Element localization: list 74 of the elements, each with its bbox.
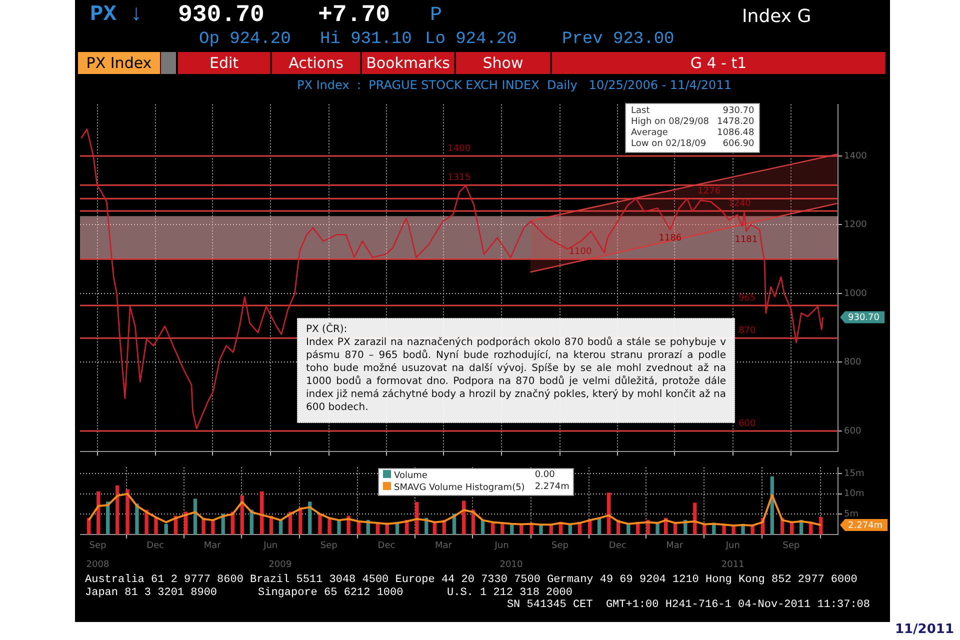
x-tick-label: Sep [89, 541, 106, 552]
ref-line-label: 1276 [698, 186, 721, 196]
text: Singapore 65 6212 1000 [258, 587, 404, 599]
x2-tick-label: 2008 [86, 560, 110, 570]
annotation: 1478.20 [717, 117, 754, 128]
y-tick-label: 1200 [844, 220, 868, 230]
y-tick-label: 1400 [844, 151, 868, 162]
text: Show [456, 52, 551, 74]
x-tick-label: Jun [262, 541, 278, 552]
annotation: Last [631, 106, 651, 117]
y-tick-label: 10m [844, 489, 864, 500]
annotation: 1186 [658, 233, 682, 244]
text: 2.274m [848, 520, 883, 531]
text: P [430, 4, 442, 27]
text: 11/2011 [894, 622, 954, 637]
annotation: 1086.48 [717, 128, 754, 139]
x2-tick-label: 2011 [721, 560, 744, 570]
y-tick-label: 15m [844, 468, 864, 479]
x2-tick-label: 2010 [500, 560, 523, 570]
x-tick-label: Dec [146, 541, 164, 552]
x-tick-label: Sep [320, 541, 338, 552]
text: Japan 81 3 3201 8900 [85, 587, 218, 599]
annotation: 2.274m [534, 482, 570, 494]
text: SN 541345 CET GMT+1:00 H241-716-1 04-Nov-2011 11:37:08 [506, 599, 870, 611]
text: 930.70 [178, 2, 264, 29]
x-tick-label: Dec [378, 541, 396, 552]
annotation: Average [631, 128, 669, 139]
ref-line-label: 1400 [448, 144, 471, 154]
ref-line-label: 965 [738, 293, 756, 304]
y-tick-label: 1000 [844, 288, 868, 299]
text: Index G [742, 6, 812, 27]
annotation: Low on 02/18/09 [631, 139, 708, 150]
chart-title: PX Index : PRAGUE STOCK EXCH INDEX [297, 78, 540, 92]
x-tick-label: Mar [434, 541, 452, 552]
text: Australia 61 2 9777 8600 Brazil 5511 3048 4500 Europe 44 20 7330 7500 Germany 49 69 9204 1210 Hong Kong 852 2977 6000 [85, 574, 858, 586]
text: Actions [272, 52, 361, 74]
text: Prev 923.00 [562, 30, 674, 49]
annotation: 1181 [734, 235, 758, 246]
x-tick-label: Mar [204, 541, 222, 552]
text: U.S. 1 212 318 2000 [447, 587, 572, 599]
text: Op 924.20 [199, 30, 291, 49]
ref-line-label: 600 [738, 418, 756, 429]
x-tick-label: Dec [608, 541, 626, 552]
y-tick-label: 600 [844, 426, 862, 436]
text: G 4 - t1 [552, 52, 886, 74]
text: 930.70 [848, 313, 880, 324]
legend-label: SMAVG Volume Histogram(5) [393, 482, 525, 494]
annotation: High on 08/29/08 [631, 117, 710, 128]
annotation: 606.90 [722, 139, 754, 150]
chart-subtitle: Daily 10/25/2006 - 11/4/2011 [547, 78, 732, 92]
x-tick-label: Mar [666, 541, 684, 552]
y-tick-label: 800 [844, 358, 862, 368]
text: Edit [178, 52, 271, 74]
legend-label: Volume [393, 470, 428, 482]
ref-line-label: 1315 [448, 173, 470, 184]
ref-line-label: 1240 [728, 198, 752, 209]
x-tick-label: Sep [782, 541, 800, 552]
annotation: 930.70 [722, 106, 754, 117]
text: PX Index [78, 52, 161, 74]
text: PX ↓ [90, 2, 143, 27]
x-tick-label: Jun [724, 541, 740, 552]
x-tick-label: Jun [494, 541, 509, 552]
annotation: Index PX zarazil na naznačených podporách okolo 870 bodů a stále se pohybuje v pásmu 870 – 965 bodů. Nyní bude rozhodující, na kterou stranu prorazí a podle toho bude možné usuzovat na další vývoj. Spíše by se ale mohl zvednout až na 1000 bodů a formovat dno. Podpora na 870 bodů je velmi důležitá, protože dále index již nemá záchytné body a hrozil by značný pokles, který by mohl končit až na 600 bodech. [306, 336, 726, 414]
text: Bookmarks [362, 52, 455, 74]
x2-tick-label: 2009 [268, 560, 292, 570]
y-tick-label: 5m [844, 509, 858, 520]
text: +7.70 [318, 2, 390, 29]
annotation: PX (ČR): [306, 323, 348, 336]
x-tick-label: Sep [552, 541, 569, 552]
ref-line-label: 1100 [568, 246, 592, 257]
text: Hi 931.10 [320, 30, 412, 49]
ref-line-label: 870 [738, 326, 756, 336]
text: Lo 924.20 [425, 30, 517, 49]
annotation: 0.00 [534, 470, 556, 482]
